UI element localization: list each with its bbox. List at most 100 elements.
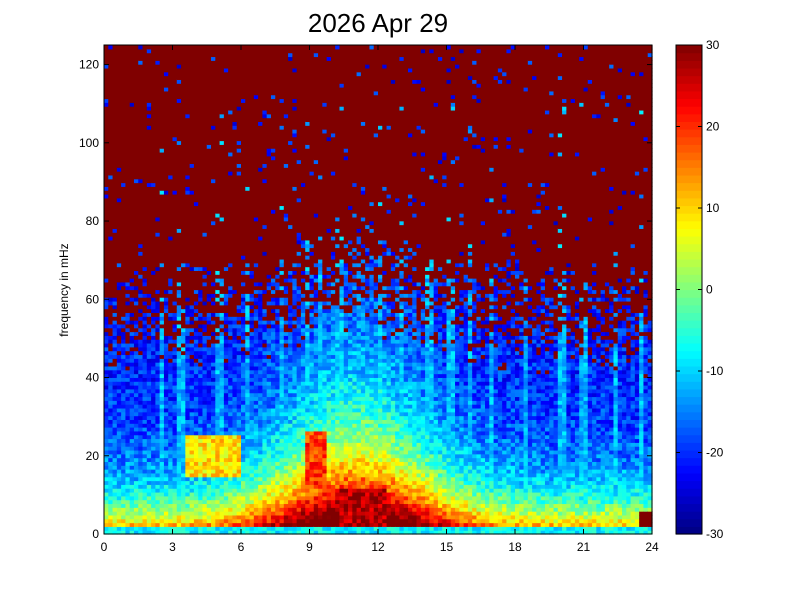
heatmap-cell [138, 312, 144, 317]
heatmap-cell [193, 469, 199, 474]
heatmap-cell [253, 526, 259, 531]
heatmap-cell [266, 304, 272, 310]
heatmap-cell [104, 369, 109, 375]
heatmap-cell [206, 442, 212, 447]
heatmap-cell [142, 45, 148, 50]
heatmap-cell [176, 476, 182, 482]
heatmap-cell [168, 144, 174, 149]
heatmap-cell [168, 167, 174, 172]
heatmap-cell [151, 182, 156, 187]
heatmap-cell [232, 526, 238, 531]
heatmap-cell [151, 186, 156, 191]
heatmap-cell [116, 60, 122, 65]
heatmap-cell [206, 83, 212, 88]
heatmap-cell [202, 178, 208, 184]
heatmap-cell [262, 423, 268, 428]
heatmap-cell [172, 129, 178, 134]
heatmap-cell [142, 148, 148, 153]
heatmap-cell [236, 262, 242, 268]
heatmap-cell [104, 174, 109, 180]
heatmap-cell [108, 423, 114, 428]
heatmap-cell [198, 109, 204, 115]
heatmap-cell [159, 258, 165, 264]
heatmap-cell [262, 98, 268, 103]
heatmap-cell [151, 289, 156, 294]
heatmap-cell [219, 453, 225, 459]
heatmap-cell [228, 335, 234, 340]
heatmap-cell [241, 442, 246, 447]
heatmap-cell [138, 45, 144, 50]
heatmap-cell [112, 411, 118, 417]
heatmap-cell [253, 144, 259, 149]
heatmap-cell [232, 396, 238, 401]
heatmap-cell [202, 190, 208, 195]
heatmap-cell [142, 388, 148, 394]
heatmap-cell [112, 186, 118, 191]
heatmap-cell [146, 224, 152, 229]
heatmap-cell [211, 465, 216, 470]
heatmap-cell [223, 75, 229, 80]
heatmap-cell [189, 308, 195, 314]
heatmap-cell [172, 434, 178, 440]
heatmap-cell [262, 136, 268, 142]
heatmap-cell [155, 297, 161, 302]
heatmap-cell [125, 289, 131, 294]
heatmap-cell [249, 266, 255, 271]
heatmap-cell [146, 327, 152, 333]
heatmap-cell [266, 300, 272, 306]
heatmap-cell [232, 495, 238, 501]
heatmap-cell [125, 232, 131, 237]
heatmap-cell [206, 129, 212, 134]
heatmap-cell [206, 415, 212, 420]
heatmap-cell [133, 75, 139, 80]
heatmap-cell [116, 159, 122, 165]
heatmap-cell [133, 308, 139, 314]
heatmap-cell [228, 346, 234, 352]
heatmap-cell [266, 52, 272, 58]
heatmap-cell [211, 151, 216, 157]
heatmap-cell [155, 453, 161, 459]
heatmap-cell [193, 449, 199, 455]
heatmap-cell [181, 285, 186, 291]
heatmap-cell [121, 113, 127, 119]
heatmap-cell [266, 438, 272, 443]
heatmap-cell [202, 461, 208, 466]
heatmap-cell [138, 87, 144, 92]
heatmap-cell [245, 190, 251, 195]
heatmap-cell [138, 94, 144, 100]
heatmap-cell [176, 258, 182, 264]
heatmap-cell [112, 346, 118, 352]
heatmap-cell [215, 373, 221, 378]
heatmap-cell [146, 251, 152, 256]
heatmap-cell [142, 197, 148, 203]
heatmap-cell [163, 270, 169, 275]
heatmap-cell [262, 239, 268, 245]
heatmap-cell [168, 159, 174, 165]
heatmap-cell [215, 503, 221, 508]
heatmap-cell [219, 255, 225, 260]
heatmap-cell [266, 396, 272, 401]
heatmap-cell [159, 56, 165, 61]
heatmap-cell [266, 109, 272, 115]
heatmap-cell [129, 335, 135, 340]
heatmap-cell [241, 316, 246, 321]
heatmap-cell [146, 255, 152, 260]
heatmap-cell [112, 132, 118, 138]
heatmap-cell [155, 511, 161, 516]
heatmap-cell [232, 213, 238, 218]
heatmap-cell [249, 461, 255, 466]
heatmap-cell [185, 469, 191, 474]
heatmap-cell [198, 404, 204, 409]
heatmap-cell [262, 48, 268, 54]
heatmap-cell [215, 255, 221, 260]
heatmap-cell [219, 358, 225, 363]
heatmap-cell [176, 220, 182, 226]
heatmap-cell [133, 182, 139, 187]
heatmap-cell [151, 442, 156, 447]
heatmap-cell [116, 117, 122, 123]
heatmap-cell [245, 419, 251, 424]
heatmap-cell [176, 117, 182, 123]
heatmap-cell [146, 503, 152, 508]
heatmap-cell [176, 83, 182, 88]
heatmap-cell [258, 396, 264, 401]
